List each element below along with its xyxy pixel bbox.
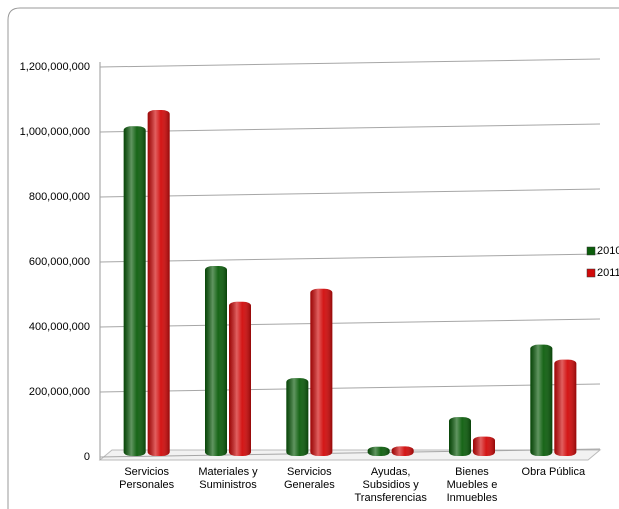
bar-shine [391,446,414,456]
bar-shine [229,301,251,456]
bar-shine [123,126,146,456]
legend-label: 2011 [597,267,619,279]
y-tick-label: 200,000,000 [29,386,90,398]
y-tick-label: 400,000,000 [29,321,90,333]
grid-line [99,58,601,68]
grid-line [99,318,601,328]
floor [98,449,602,461]
x-tick-label: Materiales y Suministros [198,466,258,491]
bar-shine [367,446,390,456]
y-tick-label: 1,200,000,000 [20,61,90,73]
y-tick-label: 1,000,000,000 [20,126,90,138]
bar-shine [147,110,170,456]
y-tick-label: 600,000,000 [29,256,90,268]
legend-swatch [586,268,596,278]
x-tick-label: Servicios Generales [283,466,335,491]
grid-line [99,448,601,458]
grid-line [99,188,601,198]
legend-label: 2010 [597,245,619,257]
x-tick-label: Obra Pública [521,466,586,478]
bar-shine [205,266,227,456]
bar-shine [286,378,309,456]
legend-swatch [586,246,596,256]
y-tick-label: 800,000,000 [29,191,90,203]
bar-shine [310,288,333,456]
chart-frame [7,7,619,509]
bar-shine [449,417,471,456]
bar-shine [473,436,495,456]
grid-line [99,253,601,263]
y-tick-label: 0 [84,451,90,463]
grid-line [99,123,601,133]
bar-shine [530,344,553,456]
x-tick-label: Servicios Personales [119,466,175,491]
x-tick-label: Ayudas, Subsidios y Transferencias [354,466,427,504]
grid-line [99,383,601,393]
x-tick-label: Bienes Muebles e Inmuebles [446,466,498,504]
bar-shine [554,359,577,456]
